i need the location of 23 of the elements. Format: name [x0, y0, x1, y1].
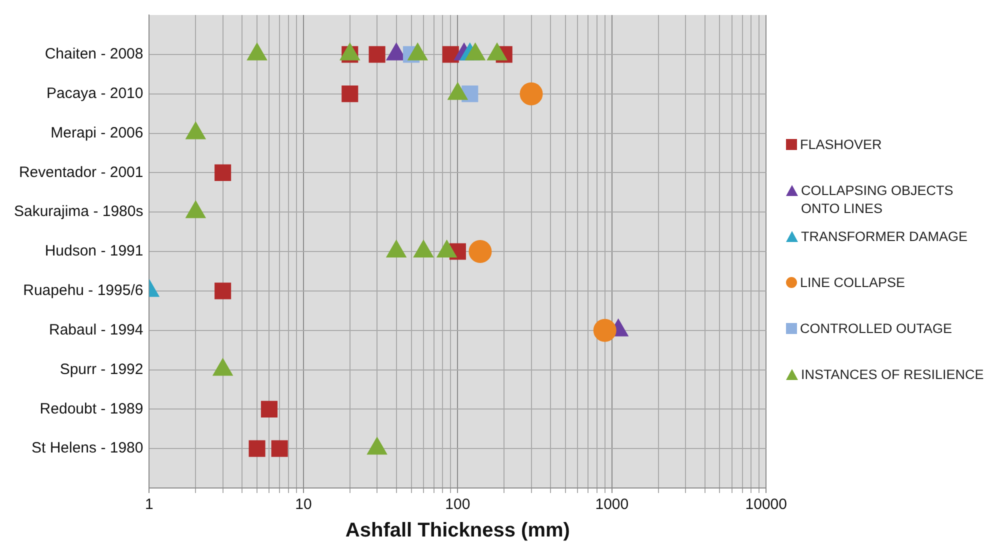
- y-tick-label: Reventador - 2001: [18, 164, 144, 181]
- x-tick-label: 10000: [745, 496, 788, 514]
- x-tick-label: 1000: [595, 496, 629, 514]
- y-tick-label: Hudson - 1991: [44, 242, 144, 260]
- x-axis-title: Ashfall Thickness (mm): [345, 520, 570, 542]
- y-tick-label: Pacaya - 2010: [46, 84, 144, 102]
- legend-label: INSTANCES OF RESILIENCE: [801, 366, 984, 384]
- y-tick-label: Chaiten - 2008: [44, 46, 144, 63]
- legend-label: CONTROLLED OUTAGE: [800, 320, 952, 338]
- y-tick-label: Spurr - 1992: [60, 360, 144, 378]
- legend-label: COLLAPSING OBJECTS ONTO LINES: [801, 182, 954, 218]
- legend-label: TRANSFORMER DAMAGE: [801, 228, 968, 246]
- x-tick-label: 10: [295, 496, 312, 514]
- y-tick-label: Sakurajima - 1980s: [14, 203, 144, 220]
- legend-label: LINE COLLAPSE: [800, 274, 906, 292]
- y-tick-label: Rabaul - 1994: [48, 321, 144, 338]
- y-tick-label: Ruapehu - 1995/6: [23, 282, 144, 300]
- x-tick-label: 100: [445, 496, 470, 514]
- y-tick-label: St Helens - 1980: [31, 440, 144, 457]
- y-tick-label: Redoubt - 1989: [40, 400, 144, 418]
- legend-label: FLASHOVER: [800, 136, 882, 154]
- y-tick-label: Merapi - 2006: [50, 124, 144, 142]
- x-tick-label: 1: [145, 496, 154, 514]
